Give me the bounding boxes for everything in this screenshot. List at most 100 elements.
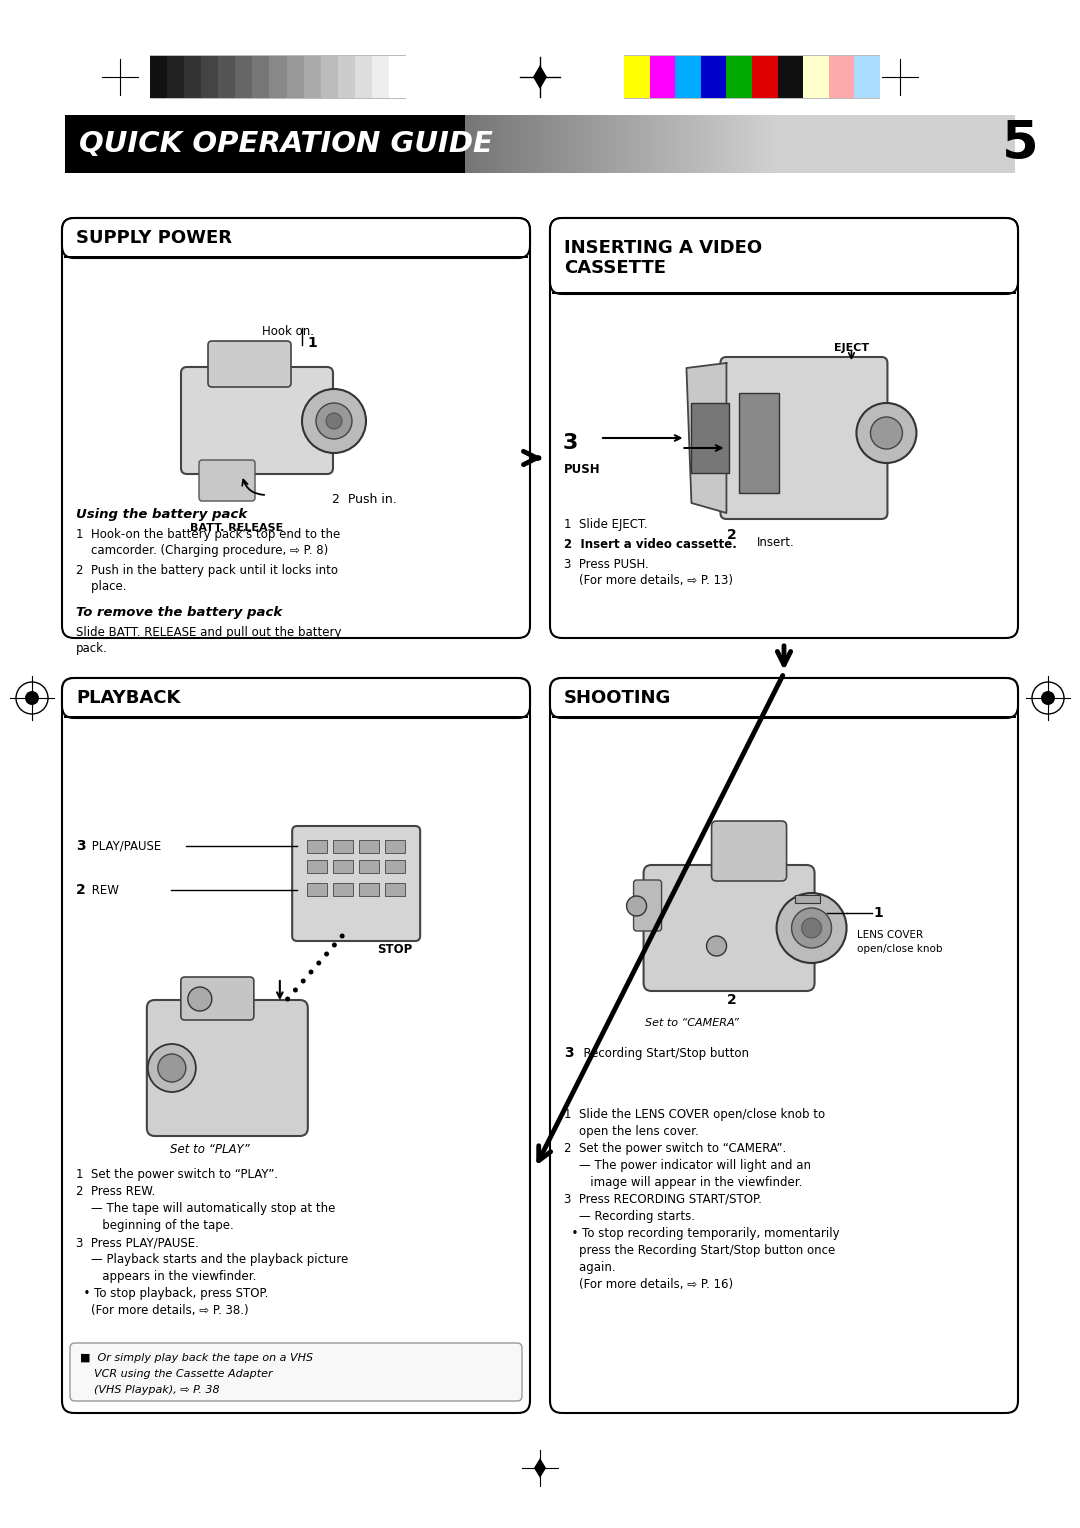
Bar (326, 115, 329, 173)
Text: (For more details, ⇨ P. 13): (For more details, ⇨ P. 13) (564, 575, 733, 587)
Bar (221, 115, 225, 173)
Bar (697, 115, 700, 173)
Bar (352, 115, 355, 173)
Bar (611, 115, 615, 173)
Bar (300, 115, 303, 173)
Bar (253, 57, 270, 98)
Bar (449, 115, 453, 173)
Bar (291, 115, 294, 173)
Bar (548, 115, 550, 173)
Text: To remove the battery pack: To remove the battery pack (76, 607, 282, 619)
Bar (307, 115, 310, 173)
Bar (195, 115, 199, 173)
Bar (727, 57, 752, 98)
Text: appears in the viewfinder.: appears in the viewfinder. (76, 1270, 256, 1284)
Bar (251, 115, 253, 173)
FancyBboxPatch shape (62, 219, 530, 258)
Text: 1: 1 (307, 336, 316, 350)
Bar (328, 115, 332, 173)
Bar (150, 115, 153, 173)
Text: QUICK OPERATION GUIDE: QUICK OPERATION GUIDE (79, 130, 492, 157)
Bar (550, 115, 552, 173)
Bar (397, 115, 401, 173)
Bar (580, 115, 583, 173)
Text: Insert.: Insert. (756, 536, 794, 549)
Text: CASSETTE: CASSETTE (564, 260, 666, 277)
Bar (210, 115, 213, 173)
Bar (237, 115, 239, 173)
Bar (645, 115, 647, 173)
Circle shape (1041, 691, 1055, 704)
Bar (338, 57, 355, 98)
Text: 2: 2 (727, 529, 737, 542)
Bar (405, 115, 407, 173)
Bar (538, 115, 540, 173)
Text: Hook on.: Hook on. (262, 325, 314, 338)
Bar (728, 115, 730, 173)
Bar (98, 115, 102, 173)
Bar (552, 292, 1016, 293)
Bar (469, 115, 472, 173)
Bar (609, 115, 611, 173)
Bar (302, 115, 306, 173)
Bar (295, 115, 298, 173)
Bar (740, 115, 742, 173)
Circle shape (856, 403, 917, 463)
Bar (89, 115, 92, 173)
Bar (426, 115, 429, 173)
Circle shape (626, 895, 647, 915)
Bar (512, 115, 514, 173)
Bar (167, 115, 170, 173)
Bar (388, 115, 391, 173)
Bar (744, 115, 747, 173)
Bar (72, 115, 75, 173)
Bar (613, 115, 617, 173)
Bar (673, 115, 676, 173)
Bar (333, 883, 353, 895)
Bar (372, 115, 375, 173)
Bar (362, 115, 365, 173)
Bar (336, 115, 339, 173)
FancyBboxPatch shape (712, 821, 786, 882)
Bar (554, 115, 557, 173)
Bar (764, 115, 766, 173)
FancyBboxPatch shape (293, 827, 420, 941)
Text: • To stop recording temporarily, momentarily: • To stop recording temporarily, momenta… (564, 1227, 839, 1241)
Bar (720, 115, 724, 173)
Bar (314, 115, 318, 173)
Text: 3: 3 (563, 432, 578, 452)
Bar (383, 115, 387, 173)
Bar (65, 115, 465, 173)
Circle shape (16, 681, 48, 714)
Bar (179, 115, 181, 173)
Bar (340, 115, 343, 173)
Bar (687, 115, 690, 173)
Text: BATT. RELEASE: BATT. RELEASE (190, 523, 284, 533)
Bar (526, 115, 528, 173)
Bar (559, 115, 562, 173)
Bar (201, 115, 203, 173)
Text: 5: 5 (1001, 118, 1038, 170)
Bar (184, 57, 201, 98)
Bar (174, 115, 177, 173)
Bar (588, 115, 591, 173)
Bar (742, 115, 745, 173)
Bar (455, 115, 457, 173)
Bar (464, 115, 467, 173)
Bar (643, 115, 645, 173)
Bar (286, 115, 288, 173)
FancyBboxPatch shape (147, 999, 308, 1135)
Bar (761, 115, 764, 173)
Text: open/close knob: open/close knob (856, 944, 942, 953)
Bar (103, 115, 106, 173)
Text: ■  Or simply play back the tape on a VHS: ■ Or simply play back the tape on a VHS (80, 1352, 313, 1363)
Bar (627, 115, 631, 173)
Bar (775, 115, 778, 173)
Bar (386, 860, 405, 872)
Bar (378, 115, 381, 173)
Circle shape (332, 943, 337, 947)
Bar (683, 115, 686, 173)
Bar (293, 115, 296, 173)
Bar (283, 115, 286, 173)
Text: — Playback starts and the playback picture: — Playback starts and the playback pictu… (76, 1253, 348, 1267)
